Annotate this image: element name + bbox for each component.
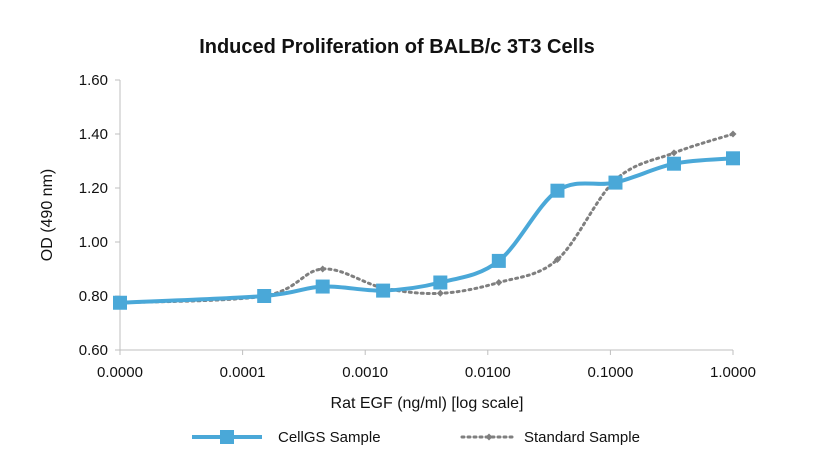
x-tick-label: 0.0010 (342, 364, 388, 381)
y-axis-label: OD (490 nm) (39, 169, 56, 261)
data-point-cellgs-sample (113, 295, 127, 310)
series-standard-sample (116, 130, 737, 307)
data-point-standard-sample (729, 130, 737, 138)
x-tick-label: 1.0000 (710, 364, 756, 381)
legend-item-cellgs-sample: CellGS Sample (192, 429, 381, 446)
data-point-cellgs-sample (315, 279, 330, 294)
x-tick-label: 0.0000 (97, 364, 143, 381)
y-tick-label: 0.60 (79, 342, 108, 359)
series-cellgs-sample (113, 151, 740, 310)
x-tick-label: 0.0001 (220, 364, 266, 381)
y-tick-labels: 0.60 0.80 1.00 1.20 1.40 1.60 (79, 72, 120, 359)
y-tick-label: 1.00 (79, 234, 108, 251)
data-point-standard-sample (670, 149, 678, 157)
data-point-cellgs-sample (666, 156, 681, 171)
series-line-standard-sample (118, 132, 735, 305)
y-tick-label: 1.40 (79, 126, 108, 143)
data-point-cellgs-sample (376, 283, 391, 298)
chart-title: Induced Proliferation of BALB/c 3T3 Cell… (199, 36, 595, 58)
x-axis-label: Rat EGF (ng/ml) [log scale] (331, 395, 524, 412)
data-point-cellgs-sample (550, 183, 565, 198)
x-tick-labels: 0.0000 0.0001 0.0010 0.0100 0.1000 1.0000 (97, 350, 756, 381)
y-tick-label: 1.60 (79, 72, 108, 89)
legend-item-standard-sample: Standard Sample (460, 429, 640, 446)
data-point-cellgs-sample (608, 175, 623, 190)
data-point-cellgs-sample (257, 289, 272, 303)
y-tick-label: 0.80 (79, 288, 108, 305)
series-line-cellgs-sample (119, 156, 734, 305)
legend-marker (220, 430, 234, 444)
x-tick-label: 0.0100 (465, 364, 511, 381)
legend: CellGS Sample Standard Sample (192, 429, 640, 446)
data-point-cellgs-sample (726, 151, 740, 166)
axes (119, 80, 733, 351)
data-point-standard-sample (495, 279, 503, 286)
data-point-cellgs-sample (491, 253, 506, 268)
series-layer (113, 130, 740, 310)
legend-label: CellGS Sample (278, 429, 381, 446)
y-tick-label: 1.20 (79, 180, 108, 197)
x-tick-label: 0.1000 (587, 364, 633, 381)
data-point-standard-sample (436, 289, 444, 297)
data-point-standard-sample (553, 256, 561, 264)
legend-marker (485, 433, 493, 441)
legend-label: Standard Sample (524, 429, 640, 446)
data-point-standard-sample (319, 265, 327, 273)
data-point-cellgs-sample (433, 275, 448, 290)
